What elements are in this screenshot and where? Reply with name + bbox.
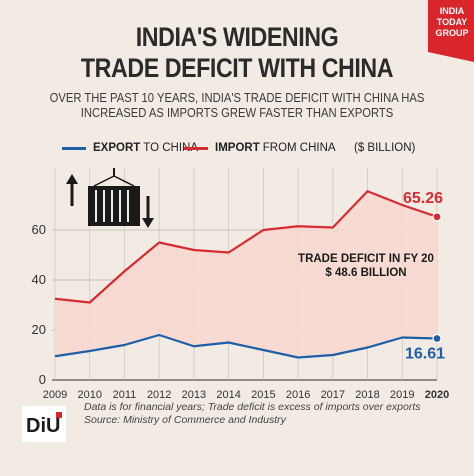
y-tick-label: 20	[32, 322, 46, 337]
x-tick-label: 2018	[355, 389, 379, 400]
x-tick-label: 2019	[390, 389, 414, 400]
line-layer	[54, 190, 442, 359]
x-tick-label: 2015	[251, 389, 275, 400]
legend-export-swatch	[62, 146, 86, 150]
data-point-import	[432, 212, 442, 222]
legend-export: EXPORT TO CHINA	[62, 142, 198, 154]
area-layer	[55, 191, 437, 358]
brand-line-2: TODAY	[437, 17, 468, 27]
deficit-annotation-line-2: $ 48.6 BILLION	[325, 267, 406, 279]
subtitle-line-2: INCREASED AS IMPORTS GREW FASTER THAN EX…	[80, 106, 394, 120]
x-tick-label: 2020	[425, 389, 449, 400]
legend-import-swatch	[184, 146, 208, 150]
footer-source: Source: Ministry of Commerce and Industr…	[84, 414, 286, 426]
legend-import: IMPORT FROM CHINA	[184, 142, 336, 154]
footer-note: Data is for financial years; Trade defic…	[84, 401, 421, 413]
title-line-1: INDIA'S WIDENING	[135, 22, 339, 52]
legend-import-rest: FROM CHINA	[262, 142, 336, 154]
brand-line-3: GROUP	[435, 28, 468, 38]
india-today-logo: INDIA TODAY GROUP	[428, 0, 474, 62]
label-layer: 0 20 40 60 2009 2010 2011 2012 2013 2014 2015 2016 2…	[32, 190, 450, 400]
legend-export-bold: EXPORT	[93, 142, 141, 154]
chart-legend: EXPORT TO CHINA IMPORT FROM CHINA ($ BIL…	[62, 142, 462, 158]
deficit-annotation-line-1: TRADE DEFICIT IN FY 20	[298, 253, 434, 265]
x-tick-label: 2014	[216, 389, 240, 400]
deficit-area	[55, 191, 437, 358]
x-tick-label: 2012	[147, 389, 171, 400]
x-tick-label: 2010	[77, 389, 101, 400]
data-point-export	[432, 333, 442, 344]
chart-subtitle: OVER THE PAST 10 YEARS, INDIA'S TRADE DE…	[24, 91, 451, 121]
x-tick-label: 2009	[43, 389, 67, 400]
legend-export-rest: TO CHINA	[143, 142, 199, 154]
subtitle-line-1: OVER THE PAST 10 YEARS, INDIA'S TRADE DE…	[49, 91, 425, 105]
y-tick-label: 40	[32, 272, 46, 287]
legend-import-bold: IMPORT	[215, 142, 260, 154]
x-tick-label: 2013	[182, 389, 206, 400]
x-tick-label: 2016	[286, 389, 310, 400]
trade-chart: 0 20 40 60 2009 2010 2011 2012 2013 2014 2015 2016 2…	[32, 168, 450, 400]
series-line-export	[54, 333, 438, 359]
diu-logo: DiU	[22, 406, 66, 442]
unit-label: ($ BILLION)	[354, 142, 416, 154]
import-end-label: 65.26	[403, 190, 443, 207]
x-tick-label: 2011	[113, 389, 137, 400]
series-line-import	[54, 190, 438, 304]
title-line-2: TRADE DEFICIT WITH CHINA	[80, 53, 394, 83]
x-tick-label: 2017	[321, 389, 345, 400]
brand-line-1: INDIA	[440, 6, 465, 16]
y-tick-label: 60	[32, 222, 46, 237]
export-end-label: 16.61	[405, 345, 445, 362]
chart-title: INDIA'S WIDENING TRADE DEFICIT WITH CHIN…	[33, 22, 441, 84]
diu-logo-text: DiU	[26, 415, 60, 437]
y-tick-label: 0	[39, 372, 46, 387]
container-icon	[66, 168, 154, 228]
